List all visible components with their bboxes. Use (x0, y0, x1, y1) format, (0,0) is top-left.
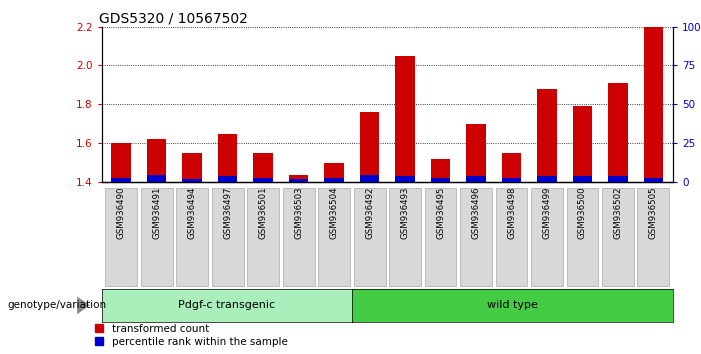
Bar (431, 178, 450, 182)
Bar (218, 134, 238, 182)
Bar (395, 56, 415, 182)
Polygon shape (77, 296, 90, 314)
Bar (466, 176, 486, 182)
Bar (182, 179, 202, 182)
Bar (111, 143, 131, 182)
FancyBboxPatch shape (460, 188, 492, 286)
Text: GSM936496: GSM936496 (472, 187, 480, 239)
Bar (325, 163, 343, 182)
Bar (253, 178, 273, 182)
Bar (147, 139, 166, 182)
Bar (502, 178, 522, 182)
FancyBboxPatch shape (425, 188, 456, 286)
Bar (360, 112, 379, 182)
FancyBboxPatch shape (141, 188, 172, 286)
Text: GSM936504: GSM936504 (329, 187, 339, 239)
FancyBboxPatch shape (496, 188, 527, 286)
FancyBboxPatch shape (389, 188, 421, 286)
Bar (502, 153, 522, 182)
Text: wild type: wild type (486, 300, 538, 310)
Text: GSM936505: GSM936505 (649, 187, 658, 239)
FancyBboxPatch shape (283, 188, 315, 286)
Bar (253, 153, 273, 182)
Text: GSM936499: GSM936499 (543, 187, 552, 239)
FancyBboxPatch shape (105, 188, 137, 286)
FancyBboxPatch shape (602, 188, 634, 286)
Text: GSM936500: GSM936500 (578, 187, 587, 239)
Text: GSM936503: GSM936503 (294, 187, 303, 239)
Bar (573, 176, 592, 182)
FancyBboxPatch shape (212, 188, 243, 286)
FancyBboxPatch shape (318, 188, 350, 286)
Text: GSM936498: GSM936498 (507, 187, 516, 239)
Text: GSM936502: GSM936502 (613, 187, 622, 239)
FancyBboxPatch shape (637, 188, 669, 286)
Text: genotype/variation: genotype/variation (7, 300, 106, 310)
Text: GSM936490: GSM936490 (116, 187, 125, 239)
FancyBboxPatch shape (353, 188, 386, 286)
Text: GDS5320 / 10567502: GDS5320 / 10567502 (99, 11, 247, 25)
Bar (289, 175, 308, 182)
FancyBboxPatch shape (247, 188, 279, 286)
Legend: transformed count, percentile rank within the sample: transformed count, percentile rank withi… (93, 321, 290, 349)
Bar (537, 176, 557, 182)
Bar (608, 176, 627, 182)
Text: GSM936493: GSM936493 (400, 187, 409, 239)
FancyBboxPatch shape (566, 188, 599, 286)
Bar (573, 106, 592, 182)
Bar (466, 124, 486, 182)
Bar (644, 178, 663, 182)
Text: GSM936492: GSM936492 (365, 187, 374, 239)
Bar (644, 27, 663, 182)
Bar (325, 178, 343, 182)
Bar (360, 175, 379, 182)
Text: GSM936497: GSM936497 (223, 187, 232, 239)
Bar (111, 178, 131, 182)
Bar (431, 159, 450, 182)
Bar (182, 153, 202, 182)
Bar (537, 89, 557, 182)
Text: GSM936494: GSM936494 (188, 187, 197, 239)
Bar (289, 179, 308, 182)
Bar (218, 176, 238, 182)
Bar (147, 175, 166, 182)
Bar (395, 176, 415, 182)
FancyBboxPatch shape (531, 188, 563, 286)
Text: Pdgf-c transgenic: Pdgf-c transgenic (178, 300, 275, 310)
FancyBboxPatch shape (176, 188, 208, 286)
Text: GSM936495: GSM936495 (436, 187, 445, 239)
Bar (608, 83, 627, 182)
Text: GSM936501: GSM936501 (259, 187, 268, 239)
Text: GSM936491: GSM936491 (152, 187, 161, 239)
